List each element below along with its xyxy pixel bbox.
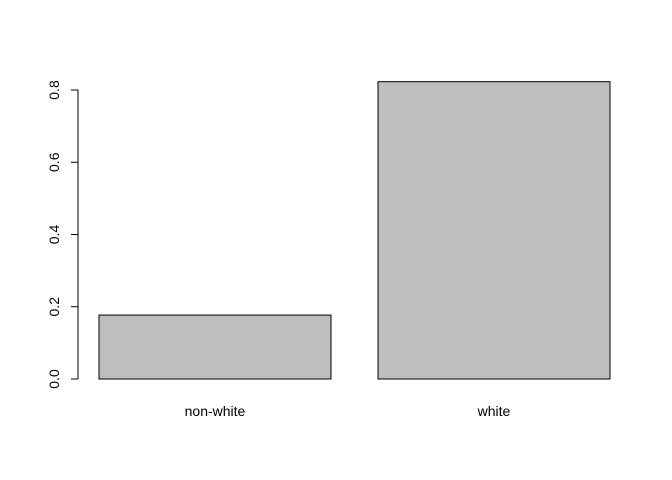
bars	[98, 81, 611, 380]
y-tick-label: 0.8	[46, 80, 62, 100]
x-axis-labels: non-white white	[185, 403, 511, 419]
y-tick-label: 0.4	[46, 225, 62, 245]
bar-non-white	[98, 314, 332, 380]
y-tick-label: 0.2	[46, 297, 62, 317]
y-axis: 0.0 0.2 0.4 0.6 0.8	[46, 80, 79, 389]
y-tick-label: 0.6	[46, 152, 62, 172]
x-category-label: white	[477, 403, 511, 419]
y-tick-label: 0.0	[46, 369, 62, 389]
x-category-label: non-white	[185, 403, 246, 419]
bar-white	[377, 81, 611, 380]
